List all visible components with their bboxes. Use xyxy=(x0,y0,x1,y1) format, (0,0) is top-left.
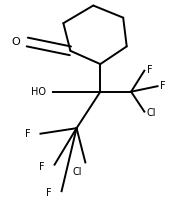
Text: F: F xyxy=(39,162,45,172)
Text: O: O xyxy=(11,37,20,47)
Text: F: F xyxy=(160,81,166,91)
Text: Cl: Cl xyxy=(147,108,156,118)
Text: HO: HO xyxy=(31,87,46,97)
Text: F: F xyxy=(147,65,153,75)
Text: F: F xyxy=(25,129,31,139)
Text: F: F xyxy=(46,188,52,198)
Text: Cl: Cl xyxy=(73,167,82,177)
